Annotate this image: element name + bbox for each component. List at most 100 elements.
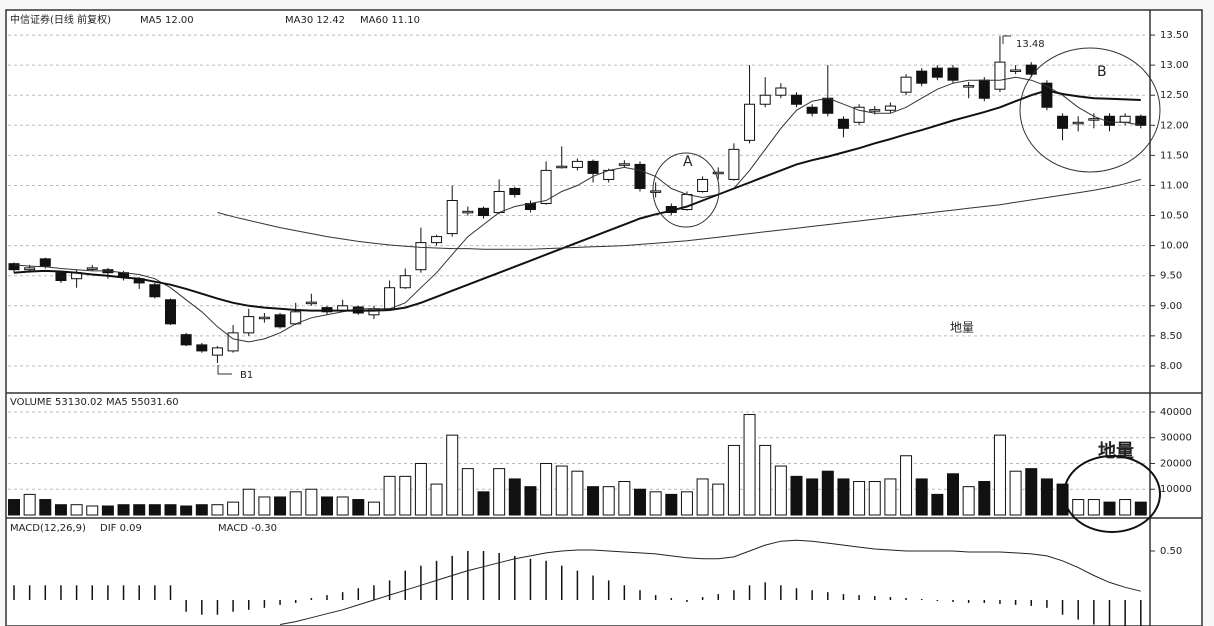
volume-bar: [321, 496, 333, 516]
candle-body: [55, 272, 67, 282]
candle-body: [806, 106, 818, 114]
candle-body: [822, 97, 834, 114]
volume-bar: [884, 478, 897, 516]
volume-bar: [868, 481, 881, 516]
volume-bar: [1072, 499, 1085, 516]
plot-layer: 8.00 8.50 9.00 9.50 10.00 10.50 11.00 11.50 12.0…: [8, 13, 1192, 626]
y-tick-label: 8.00: [1160, 361, 1182, 372]
candle-body: [791, 94, 802, 105]
volume-bar: [180, 505, 193, 516]
chart-subtitle: MACD -0.30: [218, 523, 277, 534]
candle-body: [963, 85, 975, 88]
volume-bar: [477, 491, 490, 516]
candle-body: [697, 178, 709, 192]
candle-body: [149, 284, 161, 298]
volume-bar: [712, 483, 725, 516]
volume-bar: [258, 496, 271, 516]
circle-b: [1019, 47, 1161, 173]
volume-bar: [853, 481, 866, 516]
y-tick-label: 11.50: [1160, 150, 1189, 161]
candle-body: [196, 344, 208, 352]
volume-bar: [900, 455, 913, 516]
annotation: B: [1097, 64, 1107, 80]
volume-bar: [117, 504, 130, 516]
candle-body: [869, 109, 881, 112]
y-tick-label: 0.50: [1160, 546, 1182, 557]
volume-bar: [461, 468, 474, 516]
volume-bar: [101, 505, 114, 516]
volume-bar: [602, 486, 615, 516]
volume-bar: [962, 486, 975, 516]
ma-line: [217, 178, 1141, 250]
ma-line: [13, 76, 1141, 343]
volume-bar: [1119, 499, 1132, 516]
candle-body: [556, 165, 568, 169]
volume-bar: [274, 496, 287, 516]
candle-body: [1072, 121, 1084, 125]
y-tick-label: 30000: [1160, 433, 1192, 444]
chart-title: MACD(12,26,9): [10, 523, 86, 534]
candle-body: [227, 332, 239, 352]
volume-bar: [23, 493, 36, 516]
volume-bar: [493, 468, 506, 516]
volume-bar: [806, 478, 819, 516]
y-tick-label: 11.00: [1160, 180, 1189, 191]
candle-body: [900, 76, 912, 93]
candle-body: [1041, 82, 1053, 108]
candle-body: [384, 287, 396, 310]
candle-body: [1057, 115, 1069, 129]
candle-body: [978, 79, 990, 99]
candle-body: [1025, 64, 1037, 75]
candle-body: [165, 299, 176, 325]
legend-entry: MA60 11.10: [360, 15, 420, 26]
volume-bar: [1025, 468, 1038, 516]
y-tick-label: 10.50: [1160, 211, 1189, 222]
y-tick-label: 20000: [1160, 458, 1192, 469]
volume-bar: [383, 475, 396, 516]
volume-bar: [915, 478, 928, 516]
high-marker: [1002, 35, 1011, 44]
candle-body: [775, 87, 787, 96]
volume-bar: [743, 414, 756, 516]
volume-bar: [837, 478, 850, 516]
volume-bar: [1056, 483, 1069, 516]
volume-bar: [399, 475, 412, 516]
volume-bar: [524, 486, 537, 516]
candle-body: [258, 316, 270, 320]
volume-bar: [39, 499, 52, 516]
candle-body: [994, 61, 1006, 90]
y-tick-label: 40000: [1160, 407, 1192, 418]
candle-body: [1135, 115, 1147, 126]
volume-bar: [227, 501, 240, 516]
volume-bar: [618, 481, 631, 516]
y-tick-label: 9.50: [1160, 271, 1182, 282]
annotation: B1: [240, 370, 253, 381]
ma-line: [13, 89, 1141, 312]
candle-body: [39, 258, 51, 267]
candle-body: [650, 190, 662, 193]
candle-body: [493, 190, 505, 214]
volume-bar: [305, 488, 318, 516]
volume-bar: [774, 465, 787, 516]
volume-bar: [367, 501, 380, 516]
candle-body: [274, 314, 286, 328]
volume-bar: [430, 483, 443, 516]
volume-bar: [634, 488, 646, 516]
candle-body: [462, 210, 474, 214]
candle-body: [744, 103, 756, 141]
y-tick-label: 8.50: [1160, 331, 1182, 342]
legend-entry: DIF 0.09: [100, 523, 142, 534]
volume-bar: [86, 505, 99, 516]
candle-body: [180, 334, 192, 346]
volume-bar: [555, 465, 568, 516]
chart-title: VOLUME 53130.02 MA5 55031.60: [10, 397, 179, 408]
y-tick-label: 9.00: [1160, 301, 1182, 312]
volume-bar: [727, 444, 740, 516]
candle-body: [884, 105, 896, 111]
volume-bar: [211, 504, 224, 516]
low-marker: [217, 365, 232, 375]
dif-line: [280, 539, 1141, 625]
y-tick-label: 12.00: [1160, 120, 1189, 131]
volume-bar: [70, 504, 83, 516]
volume-bar: [993, 434, 1006, 516]
